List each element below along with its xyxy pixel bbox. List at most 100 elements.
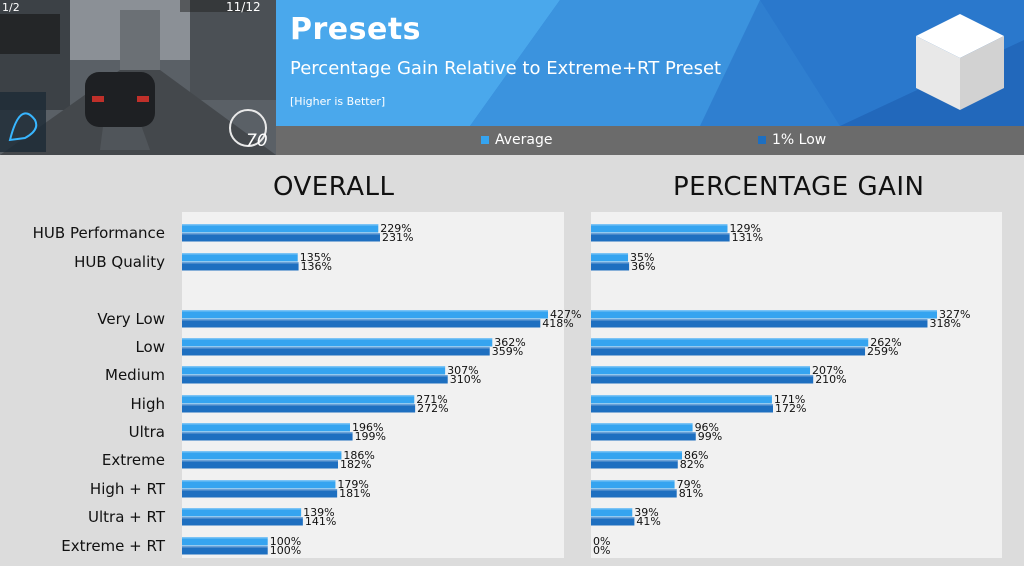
data-label-gain: 327% [939,308,970,321]
bar-gain-average [591,224,728,233]
bar-gain-1pct-low [591,375,814,384]
bar-overall-1pct-low [182,460,338,469]
data-label-gain: 318% [929,317,960,330]
bar-highlight [591,253,629,255]
bar-highlight [182,451,342,453]
data-label-gain: 259% [867,345,898,358]
data-label-overall: 418% [542,317,573,330]
bar-highlight [182,480,336,482]
higher-is-better-note: [Higher is Better] [290,95,386,108]
data-label-gain: 41% [636,515,660,528]
bar-highlight [182,366,446,368]
data-label-overall: 141% [305,515,336,528]
bar-highlight [591,460,678,462]
data-label-gain: 131% [732,231,763,244]
bar-overall-average [182,395,415,404]
data-label-gain: 81% [679,487,703,500]
data-label-overall: 362% [494,336,525,349]
bar-gain-average [591,395,772,404]
category-label: HUB Performance [33,224,165,242]
legend-label-1pct-low: 1% Low [772,132,827,148]
bar-overall-average [182,338,493,347]
bar-highlight [591,489,677,491]
data-label-gain: 39% [634,506,658,519]
data-label-gain: 171% [774,393,805,406]
bar-highlight [591,517,635,519]
data-label-gain: 207% [812,364,843,377]
chart-title-overall: OVERALL [273,172,395,202]
data-label-gain: 0% [593,535,610,548]
bar-highlight [591,508,633,510]
bar-highlight [591,375,814,377]
bar-overall-1pct-low [182,375,448,384]
bar-highlight [182,423,350,425]
bar-highlight [182,224,379,226]
data-label-gain: 96% [695,421,719,434]
bar-gain-average [591,253,629,262]
bar-gain-1pct-low [591,489,677,498]
racing-game-image [0,0,276,155]
bar-highlight [591,480,675,482]
bar-highlight [182,375,448,377]
bar-overall-average [182,224,379,233]
category-label: Extreme + RT [61,537,166,555]
bar-overall-1pct-low [182,404,416,413]
data-label-gain: 35% [630,251,654,264]
data-label-overall: 359% [492,345,523,358]
bar-highlight [591,319,928,321]
chart-title-percentage-gain: PERCENTAGE GAIN [673,172,925,202]
bar-overall-average [182,253,298,262]
legend-swatch-1pct-low [758,136,766,144]
data-label-gain: 0% [593,544,610,557]
data-label-overall: 427% [550,308,581,321]
bar-highlight [182,508,302,510]
bar-overall-1pct-low [182,489,338,498]
data-label-gain: 262% [870,336,901,349]
bar-highlight [591,395,772,397]
bar-gain-average [591,366,811,375]
white-cube-icon [916,14,1004,110]
bar-highlight [182,395,415,397]
bar-gain-average [591,423,693,432]
bar-overall-1pct-low [182,319,541,328]
bar-gain-1pct-low [591,517,635,526]
data-label-overall: 310% [450,373,481,386]
bar-gain-1pct-low [591,233,730,242]
data-label-overall: 100% [270,544,301,557]
bar-overall-1pct-low [182,262,299,271]
bar-highlight [182,347,490,349]
bar-highlight [182,404,416,406]
bar-highlight [591,262,630,264]
bar-gain-average [591,508,633,517]
bar-highlight [182,262,299,264]
category-label: High + RT [90,480,166,498]
legend-label-average: Average [495,132,553,148]
bar-gain-1pct-low [591,262,630,271]
header-banner: 1/2 11/12 70 Presets Percentage Gain Rel… [0,0,1024,155]
bar-highlight [591,366,811,368]
bar-overall-average [182,480,336,489]
bar-overall-1pct-low [182,546,268,555]
data-label-gain: 210% [815,373,846,386]
bar-highlight [182,432,353,434]
bar-gain-average [591,480,675,489]
bar-highlight [591,423,693,425]
bar-highlight [591,451,682,453]
bar-overall-1pct-low [182,432,353,441]
bar-overall-1pct-low [182,233,380,242]
data-label-overall: 272% [417,402,448,415]
bar-highlight [591,233,730,235]
category-label: Low [135,338,165,356]
category-label: Ultra [129,423,165,441]
data-label-gain: 79% [677,478,701,491]
bar-gain-1pct-low [591,347,866,356]
speedometer-value: 70 [246,131,268,151]
bar-highlight [182,319,541,321]
category-label: Very Low [97,310,165,328]
data-label-overall: 182% [340,458,371,471]
bar-highlight [182,489,338,491]
data-label-gain: 129% [729,222,760,235]
bar-gain-average [591,310,937,319]
legend-item-average: Average [481,132,553,148]
